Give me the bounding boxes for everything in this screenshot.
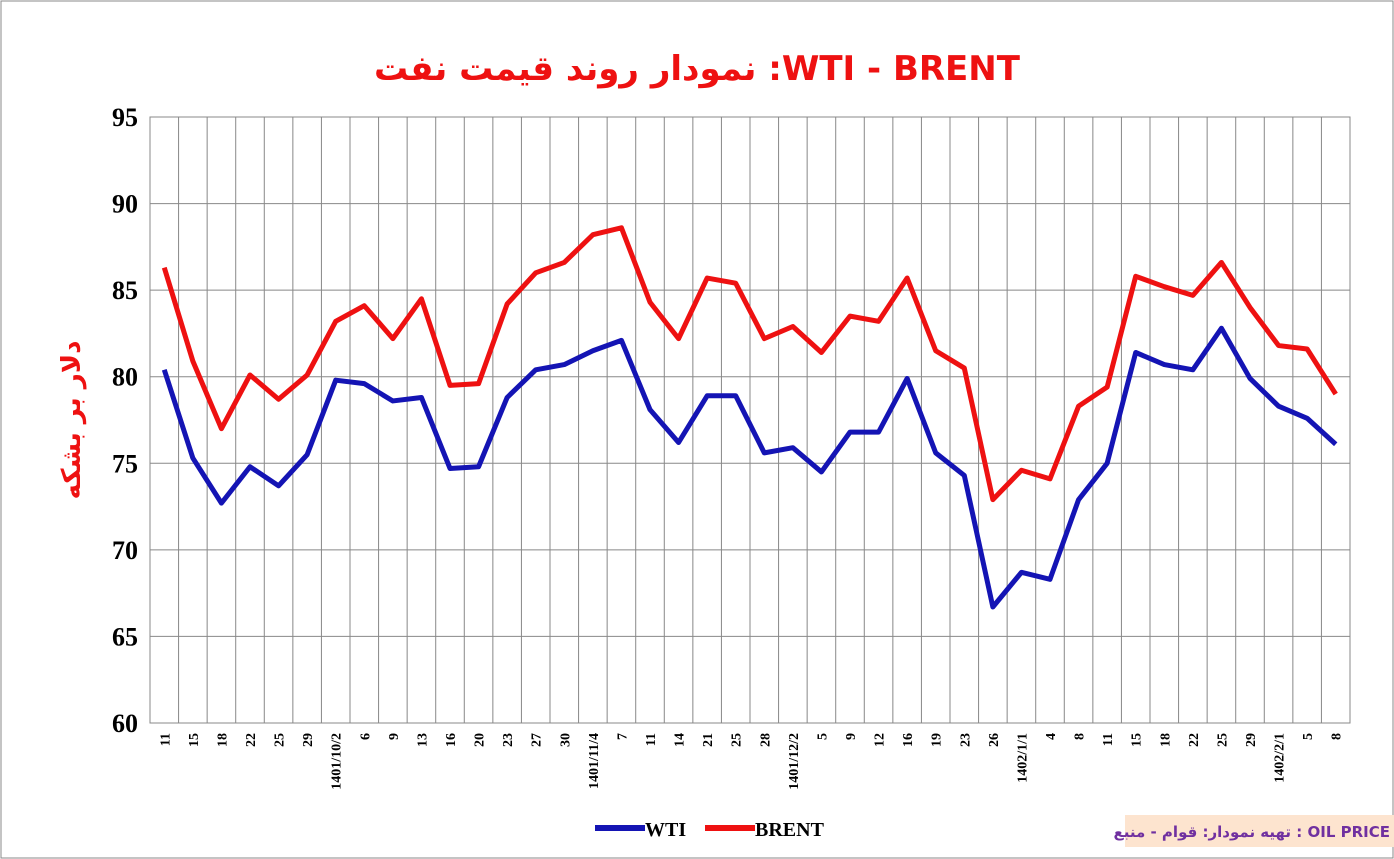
x-tick-label: 9 — [844, 733, 859, 740]
y-tick-label: 75 — [112, 449, 138, 478]
x-tick-label: 1402/2/1 — [1273, 733, 1288, 783]
x-tick-label: 16 — [901, 733, 916, 747]
x-tick-label: 8 — [1073, 733, 1088, 740]
x-tick-label: 1402/1/1 — [1015, 733, 1030, 783]
x-tick-label: 1401/10/2 — [330, 733, 345, 790]
x-tick-label: 20 — [473, 733, 488, 747]
x-tick-label: 7 — [615, 733, 630, 740]
x-tick-label: 25 — [730, 733, 745, 747]
x-tick-label: 28 — [758, 733, 773, 747]
x-tick-label: 5 — [815, 733, 830, 740]
legend-label: WTI — [645, 819, 686, 841]
x-tick-label: 21 — [701, 733, 716, 747]
y-tick-label: 90 — [112, 190, 138, 219]
x-tick-label: 6 — [358, 733, 373, 740]
x-tick-label: 25 — [1215, 733, 1230, 747]
x-tick-label: 15 — [1130, 733, 1145, 747]
line-series — [161, 325, 1338, 610]
x-tick-label: 11 — [644, 733, 659, 746]
legend-label: BRENT — [755, 819, 825, 841]
y-tick-label: 70 — [112, 536, 138, 565]
x-tick-label: 1401/11/4 — [587, 733, 602, 789]
source-box — [1125, 815, 1394, 847]
x-tick-label: 18 — [1158, 733, 1173, 747]
x-tick-label: 13 — [415, 733, 430, 747]
plot-frame — [149, 116, 1351, 724]
x-tick-label: 14 — [673, 733, 688, 747]
y-tick-label: 80 — [112, 363, 138, 392]
x-tick-label: 1401/12/2 — [787, 733, 802, 790]
x-tick-label: 22 — [1187, 733, 1202, 747]
x-tick-label: 26 — [987, 733, 1002, 747]
x-tick-label: 12 — [873, 733, 888, 747]
x-tick-label: 30 — [558, 733, 573, 747]
x-tick-label: 19 — [930, 733, 945, 747]
x-tick-label: 23 — [501, 733, 516, 747]
x-tick-label: 29 — [1244, 733, 1259, 747]
x-tick-label: 22 — [244, 733, 259, 747]
x-tick-label: 25 — [273, 733, 288, 747]
x-tick-label: 27 — [530, 733, 545, 747]
x-tick-label: 5 — [1301, 733, 1316, 740]
x-tick-label: 11 — [158, 733, 173, 746]
y-tick-label: 65 — [112, 622, 138, 651]
x-tick-label: 18 — [215, 733, 230, 747]
y-axis-label: دلار بر بشکه — [57, 341, 87, 500]
y-tick-label: 85 — [112, 276, 138, 305]
y-tick-label: 60 — [112, 709, 138, 738]
x-tick-label: 29 — [301, 733, 316, 747]
x-tick-label: 23 — [958, 733, 973, 747]
y-tick-label: 95 — [112, 103, 138, 132]
chart-title: نمودار روند قیمت نفت :WTI - BRENT — [374, 49, 1021, 89]
source-note: تهیه نمودار: قوام - منبع : OIL PRICE — [1113, 823, 1390, 841]
x-tick-label: 16 — [444, 733, 459, 747]
x-tick-label: 15 — [187, 733, 202, 747]
x-tick-label: 4 — [1044, 733, 1059, 740]
x-tick-label: 8 — [1330, 733, 1345, 740]
x-tick-label: 9 — [387, 733, 402, 740]
line-series — [161, 225, 1338, 503]
x-tick-label: 11 — [1101, 733, 1116, 746]
